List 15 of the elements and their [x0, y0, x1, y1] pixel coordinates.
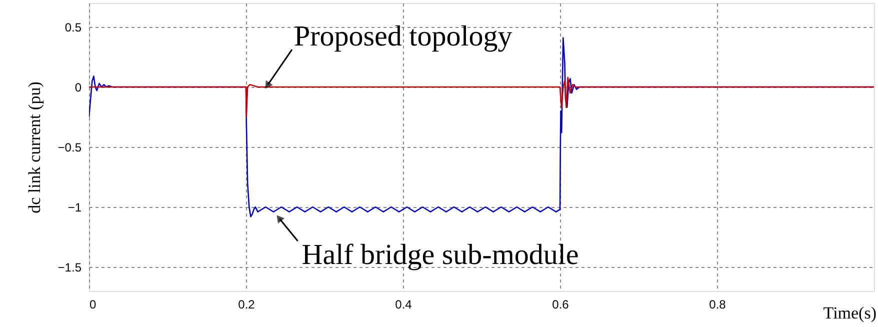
annotation: Half bridge sub-module [302, 239, 579, 271]
y-axis-title: dc link current (pu) [24, 82, 44, 214]
y-tick-label: 0.5 [64, 20, 82, 34]
y-tick-label: −1.5 [58, 260, 82, 274]
annotation: Proposed topology [294, 20, 513, 53]
x-axis-title: Time(s) [823, 304, 876, 322]
y-tick-label: −1 [68, 200, 82, 214]
x-tick-label: 0.6 [552, 298, 570, 312]
x-tick-label: 0.4 [395, 298, 412, 312]
x-tick-label: 0.8 [709, 298, 726, 312]
line-series [89, 76, 874, 118]
y-tick-label: −0.5 [58, 140, 82, 154]
x-tick-label: 0 [90, 298, 96, 312]
y-tick-label: 0 [74, 80, 82, 94]
x-tick-label: 0.2 [238, 298, 256, 312]
